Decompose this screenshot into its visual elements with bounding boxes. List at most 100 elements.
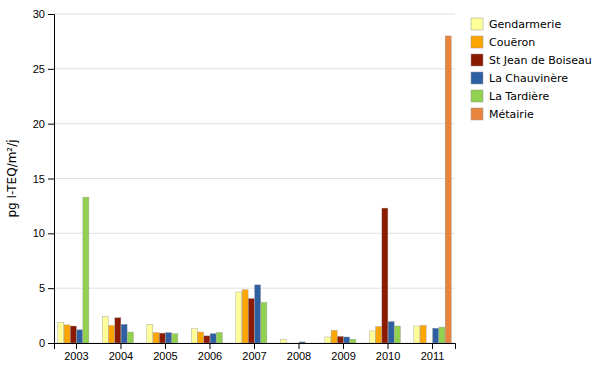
grid-line bbox=[54, 123, 455, 124]
bar bbox=[248, 299, 254, 343]
grid bbox=[54, 14, 455, 343]
chart-svg: 2003200420052006200720082009201020110510… bbox=[0, 0, 605, 373]
tick-label: 2005 bbox=[153, 350, 177, 362]
bar bbox=[255, 285, 261, 343]
bar bbox=[344, 337, 350, 343]
bar bbox=[153, 333, 159, 343]
bar bbox=[172, 334, 178, 343]
bar bbox=[376, 327, 382, 343]
tick-mark bbox=[48, 343, 54, 344]
bar bbox=[382, 208, 388, 343]
tick-label: 2004 bbox=[109, 350, 133, 362]
tick-mark bbox=[343, 343, 344, 349]
bar bbox=[70, 326, 76, 343]
tick-label: 10 bbox=[33, 227, 45, 239]
bar bbox=[166, 333, 172, 343]
bar bbox=[191, 329, 197, 343]
grid-line bbox=[54, 14, 455, 15]
tick-mark bbox=[432, 343, 433, 349]
tick-mark bbox=[48, 233, 54, 234]
x-tick: 2009 bbox=[331, 343, 355, 362]
grid-line bbox=[54, 233, 455, 234]
tick-mark bbox=[209, 343, 210, 349]
bar bbox=[414, 326, 420, 343]
x-tick: 2011 bbox=[421, 343, 445, 362]
bar bbox=[58, 322, 64, 343]
tick-label: 2011 bbox=[421, 350, 445, 362]
bar-series bbox=[77, 285, 439, 343]
bar bbox=[401, 343, 407, 344]
tick-label: 2009 bbox=[331, 350, 355, 362]
x-tick: 2010 bbox=[376, 343, 400, 362]
bar bbox=[388, 322, 394, 343]
legend-swatch bbox=[471, 108, 483, 120]
bar bbox=[445, 36, 451, 343]
bar bbox=[299, 342, 305, 343]
bar bbox=[204, 336, 210, 343]
bar bbox=[216, 333, 222, 343]
bar bbox=[77, 330, 83, 343]
tick-label: 15 bbox=[33, 173, 45, 185]
y-tick: 10 bbox=[33, 227, 54, 239]
x-tick: 2003 bbox=[64, 343, 88, 362]
grid-line bbox=[54, 178, 455, 179]
x-axis: 200320042005200620072008200920102011 bbox=[55, 343, 456, 362]
tick-mark bbox=[254, 343, 255, 349]
grid-line bbox=[54, 68, 455, 69]
bar bbox=[293, 343, 299, 344]
tick-mark bbox=[388, 343, 389, 349]
plot-area: 2003200420052006200720082009201020110510… bbox=[33, 8, 456, 362]
axis-line bbox=[48, 15, 55, 344]
legend-swatch bbox=[471, 54, 483, 66]
bar bbox=[121, 324, 127, 343]
bar bbox=[305, 343, 311, 344]
bar bbox=[350, 339, 356, 343]
bar bbox=[287, 343, 293, 344]
axis-line bbox=[55, 344, 456, 350]
tick-mark bbox=[48, 14, 54, 15]
y-tick: 15 bbox=[33, 173, 54, 185]
tick-mark bbox=[76, 343, 77, 349]
y-tick: 5 bbox=[39, 282, 54, 294]
bar bbox=[210, 334, 216, 343]
bar bbox=[331, 330, 337, 343]
bar bbox=[261, 302, 267, 343]
bar bbox=[337, 336, 343, 343]
tick-mark bbox=[48, 179, 54, 180]
bar bbox=[312, 343, 318, 344]
x-tick: 2008 bbox=[287, 343, 311, 362]
legend-item: St Jean de Boiseau bbox=[471, 54, 592, 67]
legend-item: Gendarmerie bbox=[471, 18, 561, 31]
bar bbox=[178, 343, 184, 344]
y-tick: 0 bbox=[39, 337, 54, 349]
bar bbox=[369, 331, 375, 343]
legend-swatch bbox=[471, 90, 483, 102]
bar bbox=[109, 325, 115, 343]
bar-series bbox=[445, 36, 451, 343]
legend-swatch bbox=[471, 72, 483, 84]
tick-mark bbox=[48, 69, 54, 70]
tick-mark bbox=[299, 343, 300, 349]
bar bbox=[115, 318, 121, 343]
legend-label: La Chauvinère bbox=[489, 72, 568, 85]
bar-series bbox=[83, 197, 445, 343]
tick-label: 30 bbox=[33, 8, 45, 20]
legend-swatch bbox=[471, 36, 483, 48]
legend-label: Gendarmerie bbox=[489, 18, 561, 31]
bar bbox=[439, 327, 445, 343]
bar bbox=[198, 332, 204, 343]
bar-series bbox=[64, 290, 426, 343]
legend: Gendarmerie Couëron St Jean de Boiseau La C… bbox=[471, 18, 592, 121]
tick-mark bbox=[48, 124, 54, 125]
bar bbox=[159, 333, 165, 343]
tick-label: 0 bbox=[39, 337, 45, 349]
legend-item: Couëron bbox=[471, 36, 535, 49]
legend-label: La Tardière bbox=[489, 90, 549, 103]
tick-label: 2008 bbox=[287, 350, 311, 362]
bar-series bbox=[58, 292, 420, 343]
bar bbox=[134, 343, 140, 344]
bar bbox=[356, 343, 362, 344]
bar bbox=[236, 292, 242, 343]
bar bbox=[64, 325, 70, 343]
legend-label: Couëron bbox=[489, 36, 535, 49]
